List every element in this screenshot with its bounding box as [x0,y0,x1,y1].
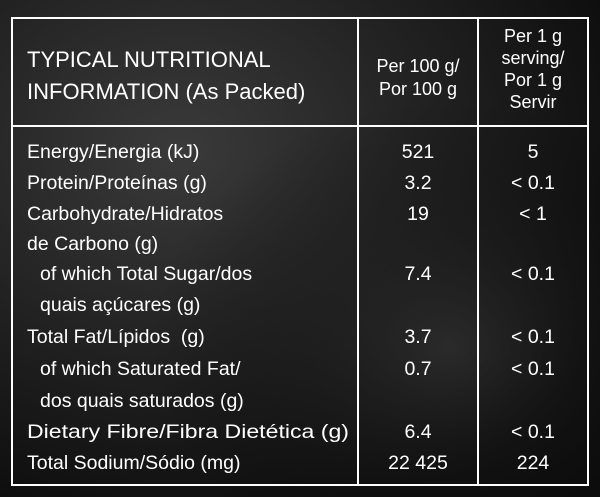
value: < 0.1 [511,421,555,443]
value: < 0.1 [511,172,555,194]
value: 6.4 [404,421,431,443]
value: < 1 [519,203,547,225]
row-label: of which Total Sugar/dos [40,263,252,285]
table-border [11,17,589,486]
header-col: serving/ [501,48,564,68]
value: < 0.1 [511,326,555,348]
row-label: of which Saturated Fat/ [40,358,241,380]
row-label: Total Fat/Lípidos (g) [27,326,205,348]
value: 3.7 [404,326,431,348]
value: 0.7 [404,358,431,380]
header-col: Por 100 g [379,79,457,99]
header-col: Per 1 g [504,26,562,46]
row-label: Protein/Proteínas (g) [27,172,207,194]
header-col: Per 100 g/ [376,56,459,76]
header-col: Por 1 g [504,70,562,90]
value: 224 [517,452,550,474]
value: 19 [407,203,429,225]
value: 521 [402,141,435,163]
value: 7.4 [404,263,431,285]
value: < 0.1 [511,358,555,380]
row-label: Carbohydrate/Hidratos [27,203,223,225]
row-label: Dietary Fibre/Fibra Dietética (g) [27,421,349,443]
value: 22 425 [388,452,448,474]
header-col: Servir [509,92,556,112]
header-title: TYPICAL NUTRITIONAL [27,47,271,72]
value: 3.2 [404,172,431,194]
header-title: INFORMATION (As Packed) [27,79,305,104]
row-label: quais açúcares (g) [40,294,200,316]
row-label: dos quais saturados (g) [40,390,244,412]
value: 5 [528,141,539,163]
value: < 0.1 [511,263,555,285]
row-label: de Carbono (g) [27,233,158,255]
row-label: Energy/Energia (kJ) [27,141,199,163]
row-label: Total Sodium/Sódio (mg) [27,452,241,474]
